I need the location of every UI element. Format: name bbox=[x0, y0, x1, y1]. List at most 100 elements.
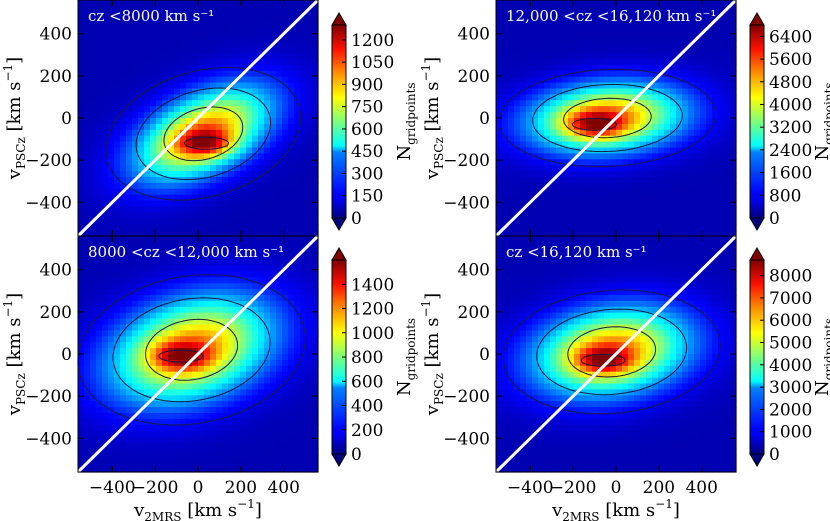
heatmap-cell bbox=[168, 454, 175, 461]
heatmap-cell bbox=[652, 123, 659, 131]
heatmap-cell bbox=[216, 41, 223, 48]
heatmap-cell bbox=[240, 312, 247, 320]
heatmap-cell bbox=[652, 171, 659, 178]
heatmap-cell bbox=[282, 177, 289, 184]
heatmap-cell bbox=[132, 247, 139, 255]
heatmap-cell bbox=[192, 336, 199, 343]
heatmap-cell bbox=[700, 0, 707, 7]
heatmap-cell bbox=[192, 448, 199, 455]
heatmap-cell bbox=[712, 153, 719, 160]
heatmap-cell bbox=[228, 129, 235, 137]
heatmap-cell bbox=[598, 47, 605, 54]
heatmap-cell bbox=[246, 76, 253, 84]
heatmap-cell bbox=[628, 200, 635, 208]
heatmap-cell bbox=[192, 413, 199, 420]
heatmap-cell bbox=[264, 182, 271, 190]
heatmap-cell bbox=[168, 430, 175, 438]
heatmap-cell bbox=[646, 11, 653, 19]
heatmap-cell bbox=[174, 395, 181, 402]
heatmap-cell bbox=[694, 212, 701, 219]
heatmap-cell bbox=[700, 224, 707, 231]
heatmap-cell bbox=[216, 153, 223, 160]
heatmap-cell bbox=[168, 383, 175, 390]
heatmap-cell bbox=[216, 371, 223, 379]
heatmap-cell bbox=[204, 47, 211, 54]
heatmap-cell bbox=[228, 165, 235, 172]
heatmap-cell bbox=[144, 159, 151, 166]
heatmap-cell bbox=[676, 17, 683, 25]
heatmap-cell bbox=[676, 159, 683, 166]
heatmap-cell bbox=[562, 118, 569, 125]
heatmap-cell bbox=[126, 324, 133, 331]
heatmap-cell bbox=[706, 41, 713, 48]
heatmap-cell bbox=[282, 171, 289, 178]
heatmap-cell bbox=[496, 106, 503, 113]
heatmap-cell bbox=[514, 53, 521, 60]
heatmap-cell bbox=[120, 53, 127, 60]
heatmap-cell bbox=[144, 76, 151, 84]
heatmap-cell bbox=[258, 206, 265, 213]
heatmap-cell bbox=[270, 342, 277, 349]
heatmap-cell bbox=[294, 289, 301, 296]
heatmap-cell bbox=[610, 182, 617, 190]
heatmap-cell bbox=[264, 460, 271, 467]
heatmap-cell bbox=[586, 224, 593, 231]
heatmap-cell bbox=[108, 218, 115, 225]
heatmap-cell bbox=[84, 47, 91, 54]
heatmap-cell bbox=[502, 82, 509, 90]
heatmap-cell bbox=[258, 259, 265, 267]
heatmap-cell bbox=[174, 82, 181, 90]
heatmap-cell bbox=[628, 76, 635, 84]
heatmap-cell bbox=[132, 29, 139, 36]
heatmap-cell bbox=[96, 460, 103, 467]
heatmap-cell bbox=[84, 448, 91, 455]
heatmap-cell bbox=[192, 177, 199, 184]
heatmap-cell bbox=[670, 135, 677, 143]
heatmap-cell bbox=[270, 0, 277, 7]
heatmap-cell bbox=[90, 177, 97, 184]
heatmap-cell bbox=[180, 312, 187, 320]
heatmap-cell bbox=[288, 389, 295, 396]
heatmap-cell bbox=[640, 165, 647, 172]
heatmap-cell bbox=[610, 177, 617, 184]
heatmap-cell bbox=[586, 100, 593, 107]
heatmap-cell bbox=[616, 123, 623, 131]
heatmap-cell bbox=[150, 354, 157, 361]
heatmap-cell bbox=[610, 153, 617, 160]
heatmap-cell bbox=[210, 200, 217, 208]
heatmap-cell bbox=[604, 171, 611, 178]
heatmap-cell bbox=[502, 11, 509, 19]
heatmap-cell bbox=[96, 129, 103, 137]
heatmap-cell bbox=[90, 236, 97, 243]
heatmap-cell bbox=[568, 94, 575, 101]
heatmap-cell bbox=[252, 289, 259, 296]
heatmap-cell bbox=[688, 165, 695, 172]
heatmap-cell bbox=[688, 106, 695, 113]
heatmap-cell bbox=[252, 147, 259, 154]
heatmap-cell bbox=[694, 94, 701, 101]
heatmap-cell bbox=[210, 23, 217, 31]
heatmap-cell bbox=[508, 82, 515, 90]
heatmap-cell bbox=[688, 82, 695, 90]
heatmap-cell bbox=[144, 454, 151, 461]
heatmap-cell bbox=[264, 300, 271, 308]
heatmap-cell bbox=[616, 218, 623, 225]
heatmap-cell bbox=[102, 11, 109, 19]
heatmap-cell bbox=[276, 82, 283, 90]
heatmap-cell bbox=[102, 41, 109, 48]
heatmap-cell bbox=[258, 354, 265, 361]
heatmap-cell bbox=[496, 194, 503, 202]
heatmap-cell bbox=[520, 236, 527, 243]
y-axis-label: vPSCz [km s−1] bbox=[1, 293, 28, 416]
heatmap-cell bbox=[198, 147, 205, 154]
heatmap-cell bbox=[532, 41, 539, 48]
heatmap-cell bbox=[508, 100, 515, 107]
heatmap-cell bbox=[126, 300, 133, 308]
heatmap-cell bbox=[276, 312, 283, 320]
heatmap-cell bbox=[688, 129, 695, 137]
heatmap-cell bbox=[198, 165, 205, 172]
heatmap-cell bbox=[306, 318, 313, 326]
heatmap-cell bbox=[204, 442, 211, 449]
heatmap-cell bbox=[222, 306, 229, 314]
heatmap-cell bbox=[210, 212, 217, 219]
